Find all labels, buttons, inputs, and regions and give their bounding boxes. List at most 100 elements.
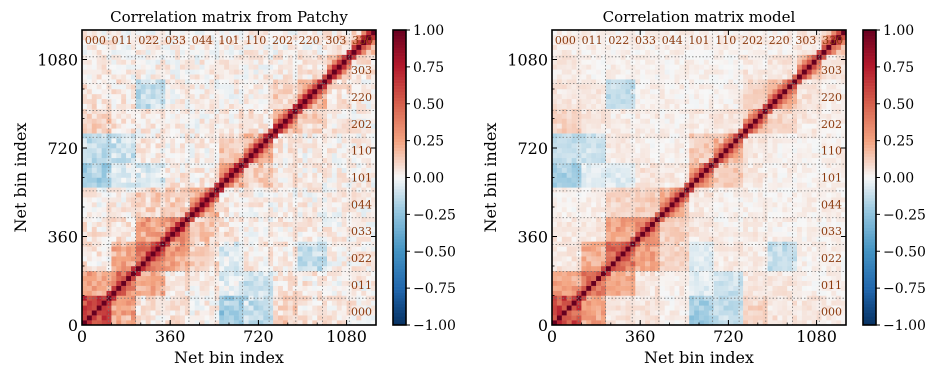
heatmap-cell (566, 285, 572, 291)
heatmap-cell (586, 295, 592, 301)
block-label-right: 033 (351, 225, 372, 238)
heatmap-cell (82, 187, 88, 193)
chart-title: Correlation matrix model (603, 8, 796, 26)
heatmap-cell (630, 266, 636, 272)
heatmap-cell (772, 305, 778, 311)
heatmap-cell (258, 157, 264, 163)
heatmap-cell (209, 251, 215, 257)
heatmap-cell (229, 93, 235, 100)
heatmap-cell (131, 261, 137, 267)
heatmap-cell (194, 59, 200, 65)
heatmap-cell (552, 231, 558, 237)
heatmap-cell (664, 295, 670, 301)
heatmap-cell (140, 89, 146, 95)
heatmap-cell (366, 44, 372, 50)
heatmap-cell (356, 275, 362, 281)
heatmap-cell (782, 231, 788, 237)
heatmap-cell (86, 49, 93, 55)
heatmap-cell (243, 103, 249, 109)
heatmap-cell (341, 143, 347, 149)
heatmap-cell (615, 305, 621, 311)
heatmap-cell (757, 226, 763, 232)
heatmap-cell (312, 133, 318, 139)
heatmap-cell (674, 310, 680, 316)
heatmap-cell (116, 256, 122, 262)
heatmap-cell (150, 270, 156, 277)
colorbar-segment (393, 257, 406, 261)
heatmap-cell (792, 290, 798, 296)
heatmap-cell (605, 310, 612, 316)
heatmap-cell (371, 98, 377, 104)
heatmap-cell (371, 305, 377, 311)
heatmap-cell (292, 93, 298, 100)
heatmap-cell (341, 74, 347, 80)
heatmap-cell (209, 192, 215, 198)
heatmap-cell (233, 231, 240, 237)
heatmap-cell (233, 89, 240, 95)
heatmap-cell (238, 103, 244, 109)
heatmap-cell (204, 320, 210, 326)
heatmap-cell (96, 133, 102, 139)
heatmap-cell (331, 256, 338, 262)
heatmap-cell (371, 241, 377, 247)
heatmap-cell (738, 320, 744, 326)
heatmap-cell (135, 310, 142, 316)
heatmap-cell (150, 162, 156, 168)
heatmap-cell (116, 290, 122, 296)
heatmap-cell (586, 261, 592, 267)
heatmap-cell (351, 236, 357, 242)
heatmap-cell (292, 290, 298, 296)
heatmap-cell (287, 93, 293, 100)
heatmap-cell (140, 108, 146, 114)
heatmap-cell (292, 113, 298, 119)
heatmap-cell (224, 162, 230, 168)
heatmap-cell (199, 315, 205, 321)
heatmap-cell (752, 275, 759, 281)
colorbar: 1.000.750.500.250.00−0.25−0.50−0.75−1.00 (392, 23, 456, 334)
heatmap-cell (189, 79, 195, 85)
heatmap-cell (571, 241, 577, 247)
heatmap-cell (194, 280, 200, 286)
heatmap-cell (331, 108, 338, 114)
heatmap-cell (91, 84, 97, 90)
heatmap-cell (292, 133, 298, 139)
heatmap-cell (811, 251, 817, 257)
heatmap-cell (204, 241, 210, 247)
heatmap-cell (566, 290, 572, 296)
heatmap-cell (170, 290, 176, 296)
heatmap-cell (238, 59, 244, 65)
heatmap-cell (175, 256, 181, 262)
heatmap-cell (346, 211, 352, 218)
heatmap-cell (219, 226, 225, 232)
heatmap-cell (86, 59, 93, 65)
heatmap-cell (214, 182, 220, 188)
heatmap-cell (160, 79, 166, 85)
heatmap-cell (581, 310, 587, 316)
heatmap-cell (743, 320, 749, 326)
heatmap-cell (233, 300, 240, 306)
heatmap-cell (782, 246, 788, 252)
heatmap-cell (752, 266, 759, 272)
heatmap-cell (307, 251, 313, 257)
heatmap-cell (743, 305, 749, 311)
heatmap-cell (140, 216, 146, 222)
heatmap-cell (180, 59, 186, 65)
heatmap-cell (86, 300, 93, 306)
heatmap-cell (684, 285, 690, 291)
heatmap-cell (199, 192, 205, 198)
heatmap-cell (106, 54, 112, 60)
heatmap-cell (86, 103, 93, 109)
heatmap-cell (224, 275, 230, 281)
heatmap-cell (307, 74, 313, 80)
heatmap-cell (184, 84, 191, 90)
heatmap-cell (625, 261, 631, 267)
heatmap-cell (263, 192, 269, 198)
heatmap-cell (189, 280, 195, 286)
heatmap-cell (331, 275, 338, 281)
heatmap-cell (336, 167, 342, 173)
heatmap-cell (219, 118, 225, 124)
heatmap-cell (718, 270, 724, 277)
heatmap-cell (752, 231, 759, 237)
heatmap-cell (650, 226, 656, 232)
